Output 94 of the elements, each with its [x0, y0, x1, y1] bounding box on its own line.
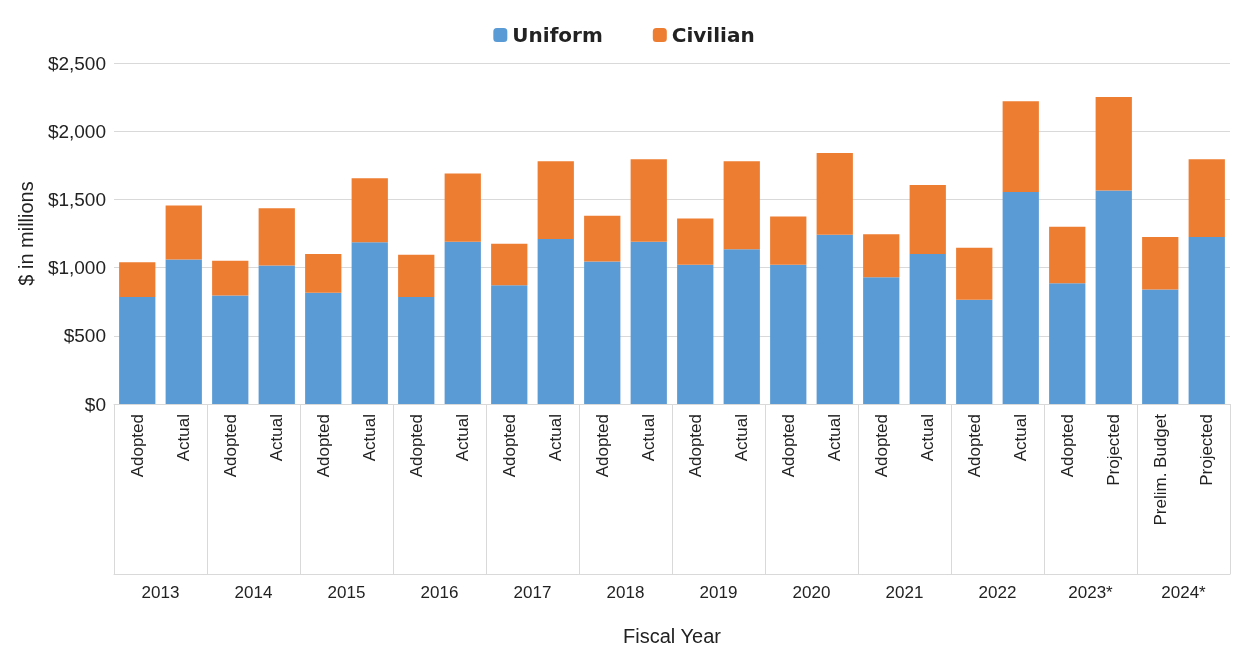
y-axis-title: $ in millions [15, 181, 37, 286]
bar [584, 215, 621, 262]
x-tick-label: Adopted [685, 414, 705, 478]
legend-label: Civilian [671, 23, 755, 47]
bar [770, 264, 807, 404]
bar [258, 265, 295, 404]
text: 2023* [1068, 583, 1114, 602]
x-tick-label: Actual [1011, 414, 1031, 462]
text: 2013 [141, 583, 180, 602]
bar [444, 241, 481, 404]
x-tick-label: Projected [1197, 414, 1217, 486]
bar [119, 262, 156, 297]
bar [491, 285, 528, 404]
text: 2020 [792, 583, 831, 602]
bar [677, 218, 714, 265]
bar [1049, 226, 1086, 284]
legend-label: Uniform [512, 23, 603, 47]
text: 2021 [885, 583, 924, 602]
text: 2024* [1161, 583, 1207, 602]
bar [723, 161, 760, 250]
bar [537, 238, 574, 404]
x-tick-label: Projected [1104, 414, 1124, 486]
x-tick-label: Actual [360, 414, 380, 462]
x-tick-label: Adopted [964, 414, 984, 478]
y-tick-label: $0 [84, 393, 106, 415]
y-tick-label: $500 [63, 325, 106, 347]
bar [212, 295, 249, 404]
x-tick-label: Actual [918, 414, 938, 462]
bar [816, 234, 853, 404]
bar [398, 254, 435, 297]
bar [1095, 190, 1132, 404]
x-tick-label: Actual [267, 414, 287, 462]
x-tick-label: Adopted [499, 414, 519, 478]
bar [630, 241, 667, 404]
bar [863, 277, 900, 404]
bar [770, 216, 807, 265]
bar [1188, 236, 1225, 404]
x-tick-label: Adopted [871, 414, 891, 478]
x-tick-label: Adopted [406, 414, 426, 478]
x-tick-label: Adopted [1057, 414, 1077, 478]
bar [863, 234, 900, 278]
bar [1142, 289, 1179, 404]
bar [305, 253, 342, 293]
bar [1142, 236, 1179, 290]
bar [165, 205, 202, 260]
bar [584, 261, 621, 404]
bar [119, 296, 156, 404]
text: 2016 [420, 583, 459, 602]
y-tick-label: $2,000 [47, 120, 106, 142]
x-tick-label: Prelim. Budget [1150, 413, 1170, 526]
x-tick-label: Actual [546, 414, 566, 462]
y-tick-label: $1,000 [47, 257, 106, 279]
bar [1188, 159, 1225, 237]
text: 2017 [513, 583, 552, 602]
bar [1095, 97, 1132, 191]
bar [444, 173, 481, 242]
y-tick-label: $1,500 [47, 188, 106, 210]
bar [909, 185, 946, 254]
bar [723, 249, 760, 404]
bar [630, 159, 667, 242]
bar [258, 208, 295, 266]
x-tick-label: Adopted [778, 414, 798, 478]
bar [165, 259, 202, 404]
x-tick-label: Actual [174, 414, 194, 462]
x-tick-label: Actual [453, 414, 473, 462]
bar [537, 161, 574, 239]
x-tick-label: Adopted [592, 414, 612, 478]
text: 2018 [606, 583, 645, 602]
text: 2019 [699, 583, 738, 602]
bar [351, 242, 388, 404]
bar [1002, 101, 1039, 192]
bar [816, 153, 853, 235]
x-tick-label: Actual [732, 414, 752, 462]
bar [909, 253, 946, 404]
text: 2022 [978, 583, 1017, 602]
bar [305, 292, 342, 404]
x-tick-label: Adopted [313, 414, 333, 478]
y-tick-label: $2,500 [47, 52, 106, 74]
x-tick-label: Adopted [220, 414, 240, 478]
bar [491, 243, 528, 286]
bar [351, 178, 388, 243]
text: 2014 [234, 583, 273, 602]
bar [677, 264, 714, 404]
x-tick-label: Adopted [127, 414, 147, 478]
bar [956, 299, 993, 404]
bar [398, 296, 435, 404]
bar [1049, 283, 1086, 404]
text: 2015 [327, 583, 366, 602]
bar [956, 247, 993, 300]
bar [1002, 191, 1039, 404]
bar [212, 260, 249, 296]
x-tick-label: Actual [825, 414, 845, 462]
x-tick-label: Actual [639, 414, 659, 462]
x-axis-title: Fiscal Year [623, 625, 722, 647]
